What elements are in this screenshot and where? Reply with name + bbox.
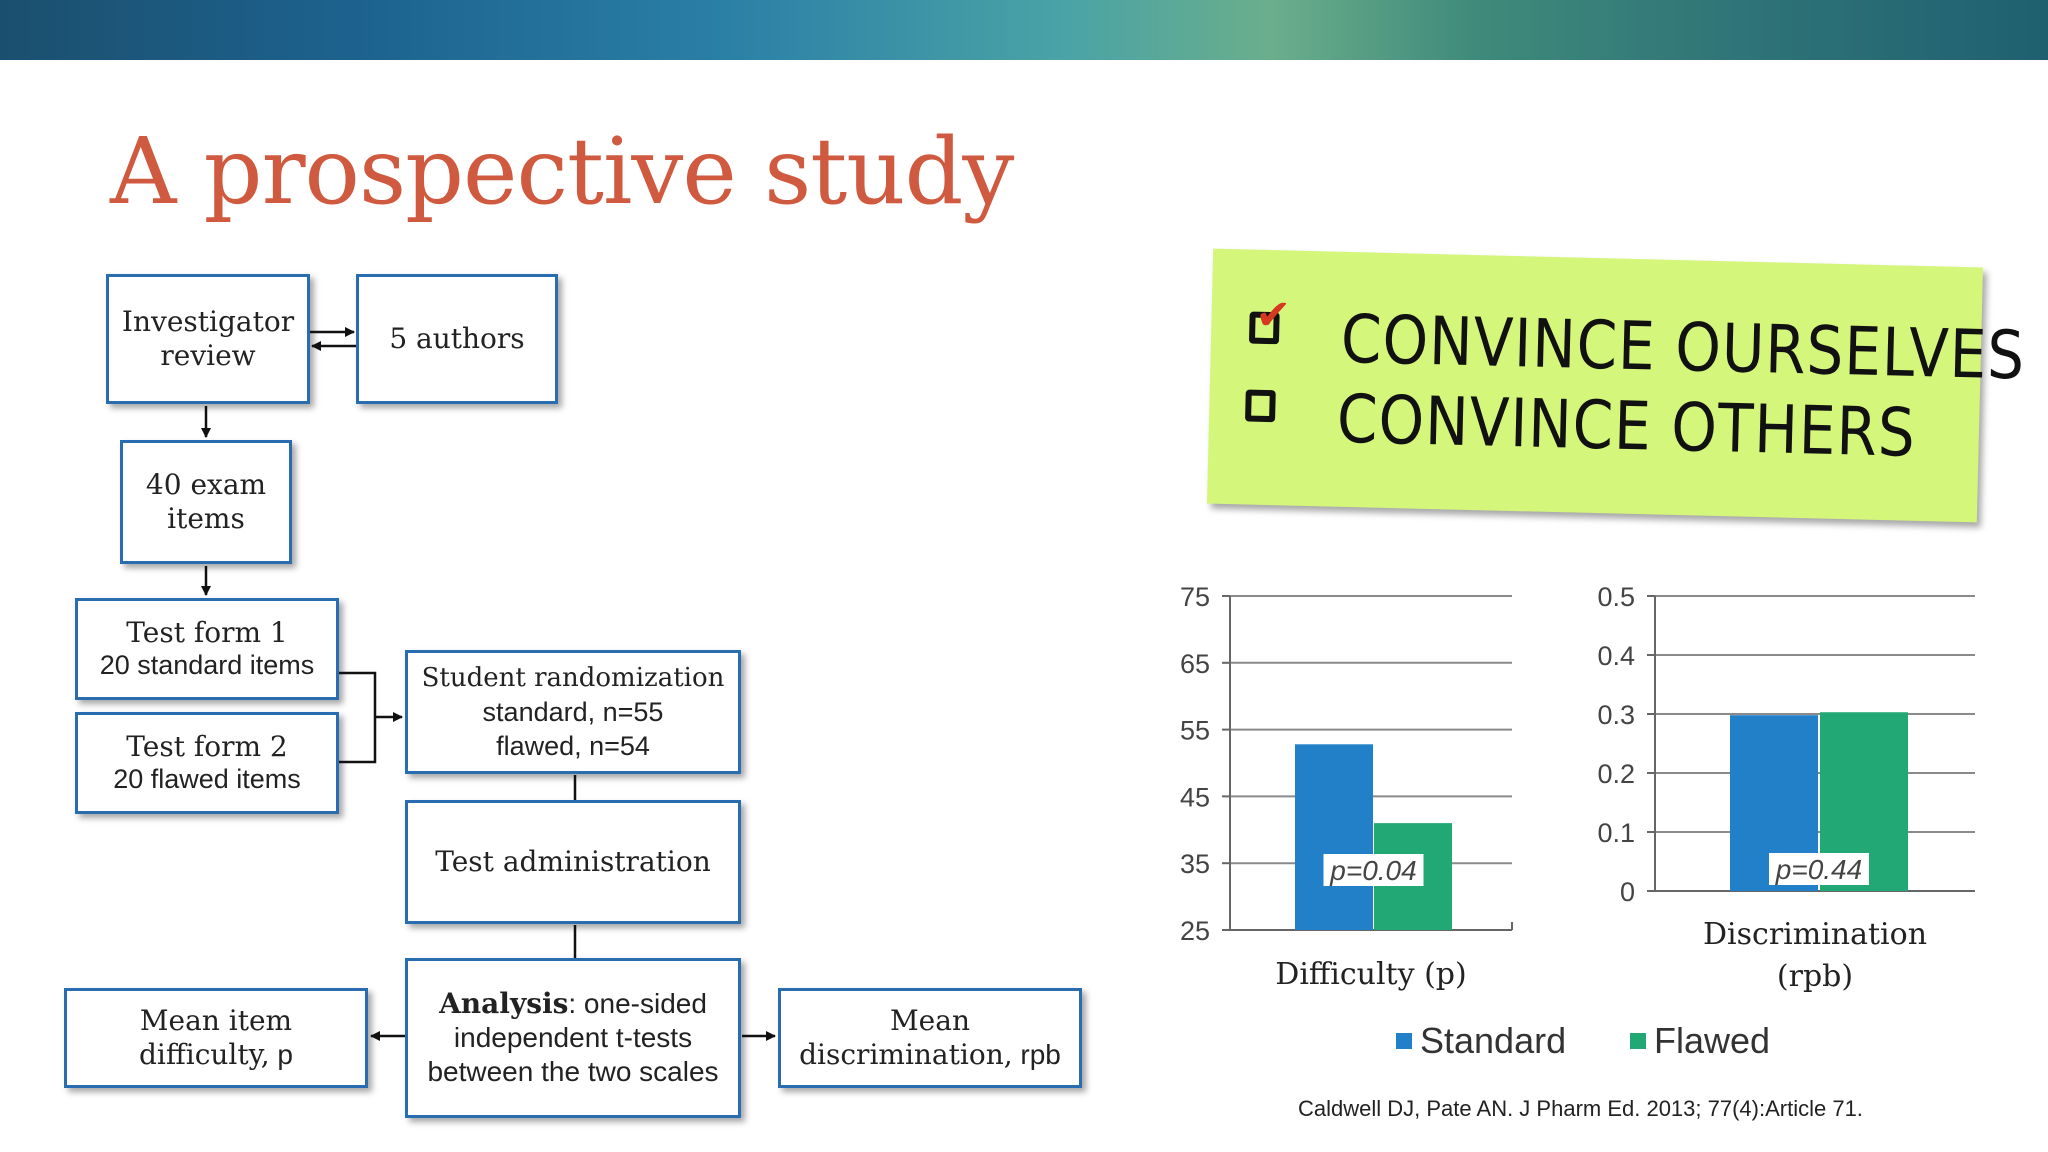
y-tick-label: 0.3 [1597, 700, 1635, 730]
bar-flawed [1820, 712, 1908, 891]
exam-items-box: 40 exam items [120, 440, 292, 564]
x-axis-label: Discrimination [1703, 917, 1927, 952]
x-axis-label: Difficulty (p) [1275, 957, 1466, 992]
annotation-bg [1769, 853, 1869, 885]
randomization-line2: flawed, n=54 [496, 731, 650, 761]
mean-discrimination-symbol: rpb [1020, 1039, 1061, 1070]
header-gradient-bar [0, 0, 2048, 60]
administration-box: Test administration [405, 800, 741, 924]
slide-title: A prospective study [110, 118, 1014, 225]
x-axis-label: (rpb) [1777, 959, 1853, 994]
mean-difficulty-word: difficulty, [138, 1038, 270, 1071]
exam-items-line2: items [167, 502, 245, 535]
y-tick-label: 0.5 [1597, 582, 1635, 612]
mean-difficulty-line1: Mean item [139, 1004, 293, 1037]
exam-items-line1: 40 exam [145, 468, 267, 501]
investigator-line2: review [160, 339, 256, 372]
randomization-title: Student randomization [421, 663, 725, 693]
y-tick-label: 45 [1180, 782, 1210, 812]
analysis-box: Analysis: one-sided independent t-tests … [405, 958, 741, 1118]
sticky-note: ✔ CONVINCE OURSELVES CONVINCE OTHERS [1206, 248, 2026, 523]
bar-standard [1730, 715, 1818, 891]
y-tick-label: 75 [1180, 582, 1210, 612]
authors-box: 5 authors [356, 274, 558, 404]
administration-label: Test administration [435, 845, 711, 878]
mean-discrimination-word: discrimination, [799, 1038, 1013, 1071]
test-form-1-title: Test form 1 [126, 616, 288, 649]
note-item-2: CONVINCE OTHERS [1336, 379, 1917, 473]
investigator-review-box: Investigator review [106, 274, 310, 404]
test-form-2-box: Test form 2 20 flawed items [75, 712, 339, 814]
y-tick-label: 55 [1180, 716, 1210, 746]
legend-standard-swatch [1396, 1033, 1412, 1049]
mean-discrimination-line2: discrimination, rpb [799, 1038, 1061, 1072]
mean-difficulty-box: Mean item difficulty, p [64, 988, 368, 1088]
note-item-1: CONVINCE OURSELVES [1340, 299, 2027, 395]
legend-flawed: Flawed [1630, 1020, 1770, 1062]
y-tick-label: 65 [1180, 649, 1210, 679]
legend-standard: Standard [1396, 1020, 1566, 1062]
authors-label: 5 authors [389, 322, 525, 355]
mean-difficulty-line2: difficulty, p [139, 1038, 293, 1072]
legend-standard-label: Standard [1420, 1020, 1567, 1061]
test-form-1-box: Test form 1 20 standard items [75, 598, 339, 700]
p-value-label: p=0.04 [1329, 855, 1416, 886]
checkbox-empty-icon [1245, 389, 1276, 423]
bar-flawed [1374, 823, 1452, 930]
test-form-2-title: Test form 2 [126, 730, 288, 763]
mean-discrimination-box: Mean discrimination, rpb [778, 988, 1082, 1088]
investigator-line1: Investigator [121, 305, 295, 338]
mean-difficulty-symbol: p [277, 1039, 293, 1070]
analysis-line3: between the two scales [427, 1056, 719, 1087]
y-tick-label: 0 [1620, 877, 1635, 907]
randomization-box: Student randomization standard, n=55 fla… [405, 650, 741, 774]
test-form-1-sub: 20 standard items [99, 650, 315, 680]
mean-discrimination-line1: Mean [890, 1004, 970, 1037]
analysis-line1: Analysis: one-sided [439, 987, 707, 1021]
form1-connector [339, 671, 377, 764]
p-value-label: p=0.44 [1775, 854, 1862, 885]
analysis-rest: : one-sided [568, 988, 707, 1019]
y-tick-label: 0.2 [1597, 759, 1635, 789]
citation: Caldwell DJ, Pate AN. J Pharm Ed. 2013; … [1298, 1096, 1863, 1121]
randomization-line1: standard, n=55 [482, 697, 664, 727]
legend-flawed-swatch [1630, 1033, 1646, 1049]
bar-standard [1295, 744, 1373, 930]
test-form-2-sub: 20 flawed items [113, 764, 301, 794]
annotation-bg [1323, 854, 1424, 886]
analysis-bold: Analysis [439, 987, 569, 1020]
legend-flawed-label: Flawed [1654, 1020, 1771, 1061]
checkmark-icon: ✔ [1255, 289, 1292, 340]
analysis-line2: independent t-tests [453, 1022, 693, 1053]
y-tick-label: 35 [1180, 849, 1210, 879]
y-tick-label: 0.1 [1597, 818, 1635, 848]
y-tick-label: 0.4 [1597, 641, 1635, 671]
y-tick-label: 25 [1180, 916, 1210, 946]
